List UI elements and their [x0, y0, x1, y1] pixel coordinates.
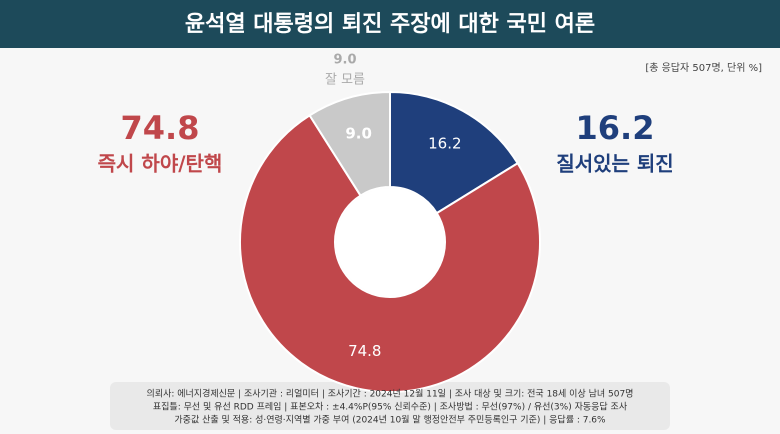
side-category: 잘 모름 [325, 73, 365, 88]
side-category: 질서있는 퇴진 [556, 152, 673, 176]
footer-line: 표집틀: 무선 및 유선 RDD 프레임 | 표본오차 : ±4.4%P(95%… [153, 401, 628, 413]
chart-title: 윤석열 대통령의 퇴진 주장에 대한 국민 여론 [185, 12, 595, 37]
side-value: 9.0 [333, 53, 356, 68]
slice [308, 90, 391, 197]
side-value: 74.8 [121, 109, 200, 147]
footer-box [110, 382, 670, 430]
note: [총 응답자 507명, 단위 %] [645, 61, 762, 74]
footer-line: 가중값 산출 및 적용: 성·연령·지역별 가중 부여 (2024년 10월 말… [174, 414, 606, 426]
slice [239, 113, 541, 393]
side-value: 16.2 [576, 109, 655, 147]
slice-label: 74.8 [348, 342, 381, 360]
footer-line: 의뢰사: 에너지경제신문 | 조사기관 : 리얼미터 | 조사기간 : 2024… [147, 388, 634, 400]
slice-label: 9.0 [345, 124, 372, 142]
side-category: 즉시 하야/탄핵 [98, 152, 223, 176]
slice-label: 16.2 [428, 134, 461, 152]
header-bar [0, 0, 780, 48]
donut-hole [336, 188, 444, 296]
